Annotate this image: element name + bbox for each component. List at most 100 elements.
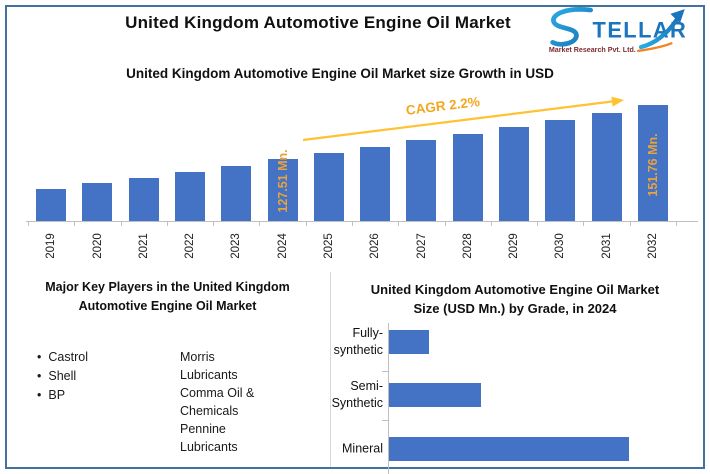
grade-axis-tick <box>382 420 389 421</box>
grade-chart-title: United Kingdom Automotive Engine Oil Mar… <box>370 282 660 316</box>
year-label-2025: 2025 <box>322 233 335 259</box>
growth-bar-2027 <box>406 140 437 221</box>
player-item: • BP <box>37 386 88 405</box>
year-label-2021: 2021 <box>137 233 150 259</box>
growth-column-2019 <box>28 98 74 221</box>
year-label-cell: 2031 <box>583 227 629 265</box>
x-axis-tick <box>490 221 492 226</box>
year-label-cell: 2020 <box>74 227 120 265</box>
growth-bar-2031 <box>591 113 622 221</box>
growth-column-2027 <box>398 98 444 221</box>
growth-column-2022 <box>167 98 213 221</box>
x-axis-tick <box>305 221 307 226</box>
player-line: Lubricants <box>180 440 238 454</box>
growth-bar-2026 <box>360 147 391 221</box>
growth-chart-plot <box>28 98 676 221</box>
year-label-2019: 2019 <box>45 233 58 259</box>
data-label-text: 151.76 Mn. <box>646 133 660 197</box>
year-label-cell: 2027 <box>398 227 444 265</box>
year-label-2024: 2024 <box>276 233 289 259</box>
year-label-cell: 2023 <box>213 227 259 265</box>
year-label-2026: 2026 <box>369 233 382 259</box>
growth-x-axis-labels: 2019 2020 2021 2022 2023 2024 2025 2026 2027 2028… <box>28 227 676 265</box>
grade-chart-panel: United Kingdom Automotive Engine Oil Mar… <box>320 278 710 474</box>
data-label-2024: 127.51 Mn. <box>275 144 291 218</box>
x-axis-tick <box>676 221 677 226</box>
year-label-2027: 2027 <box>415 233 428 259</box>
grade-label-line: synthetic <box>333 343 383 357</box>
x-axis-tick <box>166 221 168 226</box>
x-axis-tick <box>120 221 122 226</box>
x-axis-tick <box>537 221 539 226</box>
year-label-cell: 2029 <box>491 227 537 265</box>
year-label-cell: 2026 <box>352 227 398 265</box>
x-axis-tick <box>28 221 29 226</box>
growth-column-2029 <box>491 98 537 221</box>
growth-x-axis-line <box>26 221 698 222</box>
logo-tagline: Market Research Pvt. Ltd. <box>549 46 636 54</box>
growth-axis-ticks <box>28 221 677 226</box>
logo-arrowhead-icon <box>670 9 685 24</box>
year-label-cell: 2022 <box>167 227 213 265</box>
growth-column-2028 <box>445 98 491 221</box>
grade-category-label-fully-synthetic: Fully-synthetic <box>320 325 383 359</box>
x-axis-tick <box>213 221 215 226</box>
page-title: United Kingdom Automotive Engine Oil Mar… <box>125 13 511 32</box>
year-label-cell: 2030 <box>537 227 583 265</box>
grade-category-label-mineral: Mineral <box>320 441 383 458</box>
player-item: • Castrol <box>37 348 88 367</box>
logo-underline-swoosh-icon <box>636 42 673 53</box>
growth-bar-2024 <box>267 159 298 221</box>
player-line: Pennine <box>180 422 226 436</box>
year-label-2022: 2022 <box>183 233 196 259</box>
x-axis-tick <box>444 221 446 226</box>
year-label-cell: 2021 <box>121 227 167 265</box>
growth-column-2024 <box>259 98 305 221</box>
year-label-cell: 2032 <box>630 227 676 265</box>
key-players-bulleted-list: • Castrol • Shell • BP <box>37 348 88 405</box>
growth-column-2032 <box>630 98 676 221</box>
grade-bar-fully-synthetic <box>389 330 429 354</box>
key-players-second-column: Morris Lubricants Comma Oil & Chemicals Penn… <box>180 348 254 456</box>
stellar-logo: TELLAR Market Research Pvt. Ltd. <box>546 6 698 54</box>
border-frame <box>5 5 705 469</box>
growth-bar-2028 <box>452 134 483 221</box>
grade-bar-mineral <box>389 437 629 461</box>
year-label-cell: 2019 <box>28 227 74 265</box>
grade-bar-semi-synthetic <box>389 383 481 407</box>
stellar-logo-graphic: TELLAR Market Research Pvt. Ltd. <box>549 7 686 54</box>
x-axis-tick <box>259 221 261 226</box>
logo-s-swoosh-icon <box>550 7 594 47</box>
grade-label-line: Fully- <box>352 326 383 340</box>
growth-column-2031 <box>583 98 629 221</box>
growth-bar-2030 <box>545 120 576 221</box>
player-line: Lubricants <box>180 368 238 382</box>
bullet-icon: • <box>37 388 42 402</box>
key-players-title: Major Key Players in the United Kingdom … <box>45 280 290 313</box>
grade-category-label-semi-synthetic: Semi- Synthetic <box>320 378 383 412</box>
x-axis-tick <box>629 221 631 226</box>
growth-column-2025 <box>306 98 352 221</box>
growth-bar-2021 <box>128 178 159 221</box>
growth-column-2026 <box>352 98 398 221</box>
year-label-2028: 2028 <box>461 233 474 259</box>
logo-arrow-icon <box>638 18 679 50</box>
bullet-icon: • <box>37 369 42 383</box>
data-label-text: 127.51 Mn. <box>276 149 290 213</box>
bottom-panel-divider <box>330 272 331 467</box>
grade-label-line: Synthetic <box>331 396 383 410</box>
player-name: BP <box>48 388 66 402</box>
growth-bar-2023 <box>221 166 252 221</box>
growth-bar-2032 <box>637 105 668 221</box>
growth-bar-2022 <box>174 172 205 221</box>
year-label-cell: 2025 <box>306 227 352 265</box>
player-line: Comma Oil & <box>180 386 255 400</box>
player-line: Morris <box>180 350 215 364</box>
grade-category-axis-line <box>388 323 389 474</box>
growth-bar-2019 <box>36 189 67 221</box>
year-label-2020: 2020 <box>91 233 104 259</box>
key-players-panel: Major Key Players in the United Kingdom … <box>15 272 320 472</box>
growth-column-2021 <box>121 98 167 221</box>
year-label-cell: 2024 <box>259 227 305 265</box>
grade-axis-tick <box>382 371 389 372</box>
